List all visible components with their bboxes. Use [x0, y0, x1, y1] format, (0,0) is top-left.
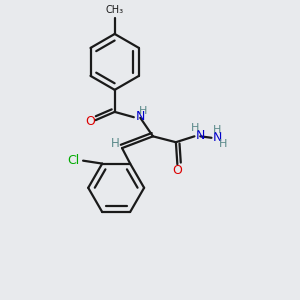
Text: N: N	[136, 110, 145, 123]
Text: H: H	[190, 123, 199, 133]
Text: Cl: Cl	[67, 154, 80, 166]
Text: N: N	[213, 131, 222, 144]
Text: N: N	[196, 129, 205, 142]
Text: H: H	[219, 139, 227, 149]
Text: O: O	[172, 164, 182, 177]
Text: H: H	[213, 124, 221, 135]
Text: CH₃: CH₃	[106, 5, 124, 15]
Text: H: H	[111, 137, 120, 150]
Text: O: O	[85, 115, 95, 128]
Text: H: H	[139, 106, 148, 116]
